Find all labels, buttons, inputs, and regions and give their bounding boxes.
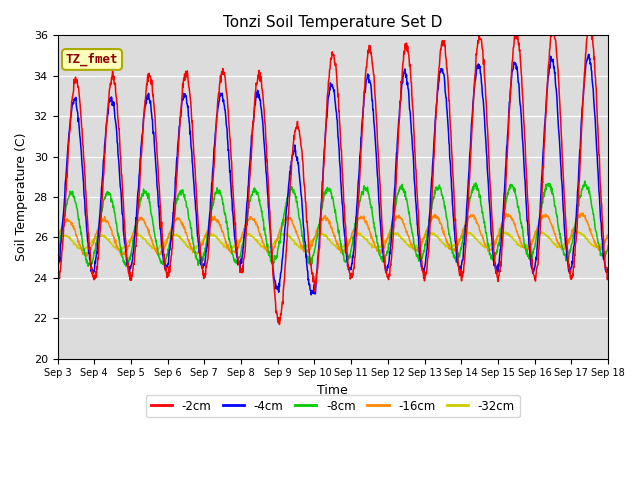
-16cm <box>540 212 547 218</box>
-16cm <box>491 239 499 245</box>
-8cm <box>540 196 547 202</box>
-4cm <box>176 117 184 123</box>
Legend: -2cm, -4cm, -8cm, -16cm, -32cm: -2cm, -4cm, -8cm, -16cm, -32cm <box>146 395 520 417</box>
-16cm <box>604 233 612 239</box>
-32cm <box>540 231 547 237</box>
-32cm <box>419 236 426 242</box>
-4cm <box>54 267 61 273</box>
-32cm <box>177 236 184 241</box>
-16cm <box>419 239 426 245</box>
-32cm <box>54 236 61 241</box>
-16cm <box>177 218 184 224</box>
-8cm <box>581 178 589 184</box>
-2cm <box>540 164 547 169</box>
-8cm <box>419 253 426 259</box>
-16cm <box>83 253 91 259</box>
Line: -4cm: -4cm <box>58 54 608 295</box>
-8cm <box>491 255 499 261</box>
-2cm <box>176 121 184 127</box>
-4cm <box>163 264 170 270</box>
Line: -16cm: -16cm <box>58 213 608 256</box>
-2cm <box>237 266 245 272</box>
Text: TZ_fmet: TZ_fmet <box>66 53 118 66</box>
-4cm <box>237 260 245 266</box>
-32cm <box>491 239 499 244</box>
-16cm <box>54 237 61 242</box>
-8cm <box>238 242 246 248</box>
-2cm <box>587 21 595 26</box>
Y-axis label: Soil Temperature (C): Soil Temperature (C) <box>15 132 28 261</box>
-32cm <box>463 228 471 234</box>
Line: -32cm: -32cm <box>58 231 608 250</box>
-8cm <box>54 253 61 259</box>
-4cm <box>307 292 315 298</box>
Title: Tonzi Soil Temperature Set D: Tonzi Soil Temperature Set D <box>223 15 442 30</box>
-16cm <box>579 210 587 216</box>
Line: -8cm: -8cm <box>58 181 608 266</box>
-2cm <box>276 322 284 327</box>
-2cm <box>419 266 426 272</box>
-4cm <box>585 51 593 57</box>
-32cm <box>163 237 171 243</box>
-32cm <box>78 247 86 253</box>
-4cm <box>540 150 547 156</box>
X-axis label: Time: Time <box>317 384 348 397</box>
-4cm <box>604 265 612 271</box>
Line: -2cm: -2cm <box>58 24 608 324</box>
-32cm <box>604 234 612 240</box>
-2cm <box>54 275 61 280</box>
-8cm <box>177 188 184 194</box>
-8cm <box>163 251 171 257</box>
-8cm <box>604 243 612 249</box>
-2cm <box>163 270 170 276</box>
-16cm <box>163 239 171 245</box>
-2cm <box>604 272 612 278</box>
-4cm <box>491 261 499 266</box>
-4cm <box>419 268 426 274</box>
-16cm <box>238 232 246 238</box>
-32cm <box>238 234 246 240</box>
-8cm <box>84 264 92 269</box>
-2cm <box>491 250 499 256</box>
